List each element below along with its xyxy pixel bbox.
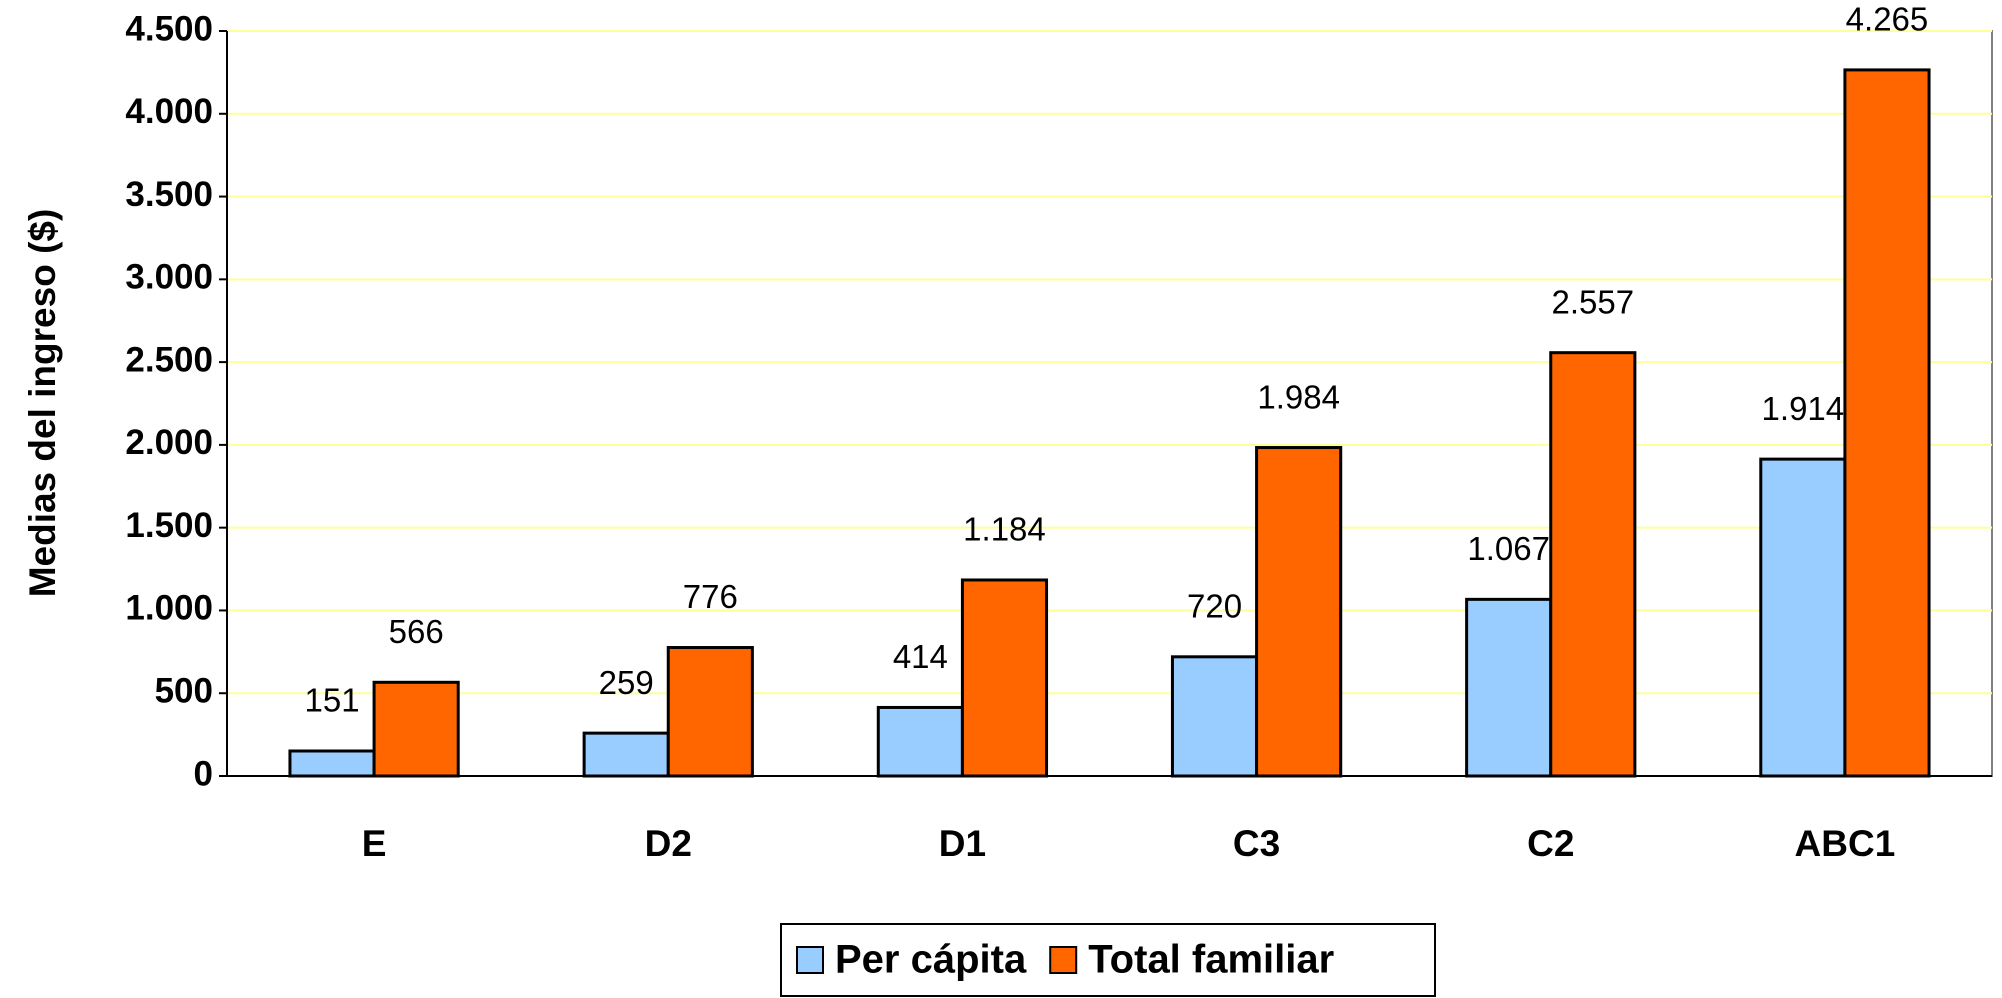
- y-tick-label: 0: [194, 754, 213, 793]
- legend-swatch: [1049, 946, 1078, 974]
- bar: [1843, 68, 1931, 778]
- x-tick-label: ABC1: [1795, 823, 1896, 864]
- value-label: 4.265: [1846, 1, 1929, 38]
- y-tick-label: 3.500: [125, 175, 213, 214]
- x-tick-label: C2: [1527, 823, 1574, 864]
- value-label: 1.914: [1762, 390, 1845, 427]
- plot-border: [226, 30, 1993, 777]
- value-label: 720: [1187, 588, 1242, 625]
- x-tick-label: E: [362, 823, 387, 864]
- y-tick-label: 4.500: [125, 9, 213, 48]
- bar: [960, 578, 1049, 778]
- value-label: 259: [599, 664, 654, 701]
- y-tick-label: 2.000: [125, 423, 213, 462]
- x-tick-label: C3: [1233, 823, 1280, 864]
- y-tick-label: 500: [155, 671, 213, 710]
- bar: [1255, 446, 1343, 778]
- value-label: 1.184: [963, 511, 1046, 548]
- y-axis-label: Medias del ingreso ($): [22, 209, 63, 598]
- value-label: 414: [893, 638, 948, 675]
- bar: [876, 705, 964, 778]
- legend: Per cápita Total familiar: [780, 923, 1436, 997]
- value-label: 2.557: [1552, 283, 1635, 320]
- x-tick-label: D2: [645, 823, 692, 864]
- bar: [1170, 655, 1259, 778]
- value-label: 1.067: [1467, 530, 1550, 567]
- x-tick-label: D1: [939, 823, 986, 864]
- y-tick-label: 1.000: [125, 589, 213, 628]
- value-label: 776: [683, 578, 738, 615]
- bar: [288, 749, 376, 778]
- value-label: 151: [304, 682, 359, 719]
- bar: [372, 680, 460, 778]
- bar: [1549, 351, 1637, 778]
- bar: [582, 731, 670, 778]
- legend-label: Total familiar: [1088, 938, 1334, 982]
- bar: [1465, 597, 1553, 778]
- value-label: 1.984: [1257, 378, 1340, 415]
- legend-label: Per cápita: [835, 938, 1027, 982]
- bar: [666, 646, 754, 778]
- y-tick-label: 4.000: [125, 92, 213, 131]
- value-label: 566: [389, 613, 444, 650]
- bar: [1759, 457, 1847, 778]
- y-tick-label: 2.500: [125, 340, 213, 379]
- legend-box: [780, 923, 1436, 997]
- legend-swatch: [796, 946, 824, 974]
- y-tick-label: 3.000: [125, 258, 213, 297]
- y-tick-label: 1.500: [125, 506, 213, 545]
